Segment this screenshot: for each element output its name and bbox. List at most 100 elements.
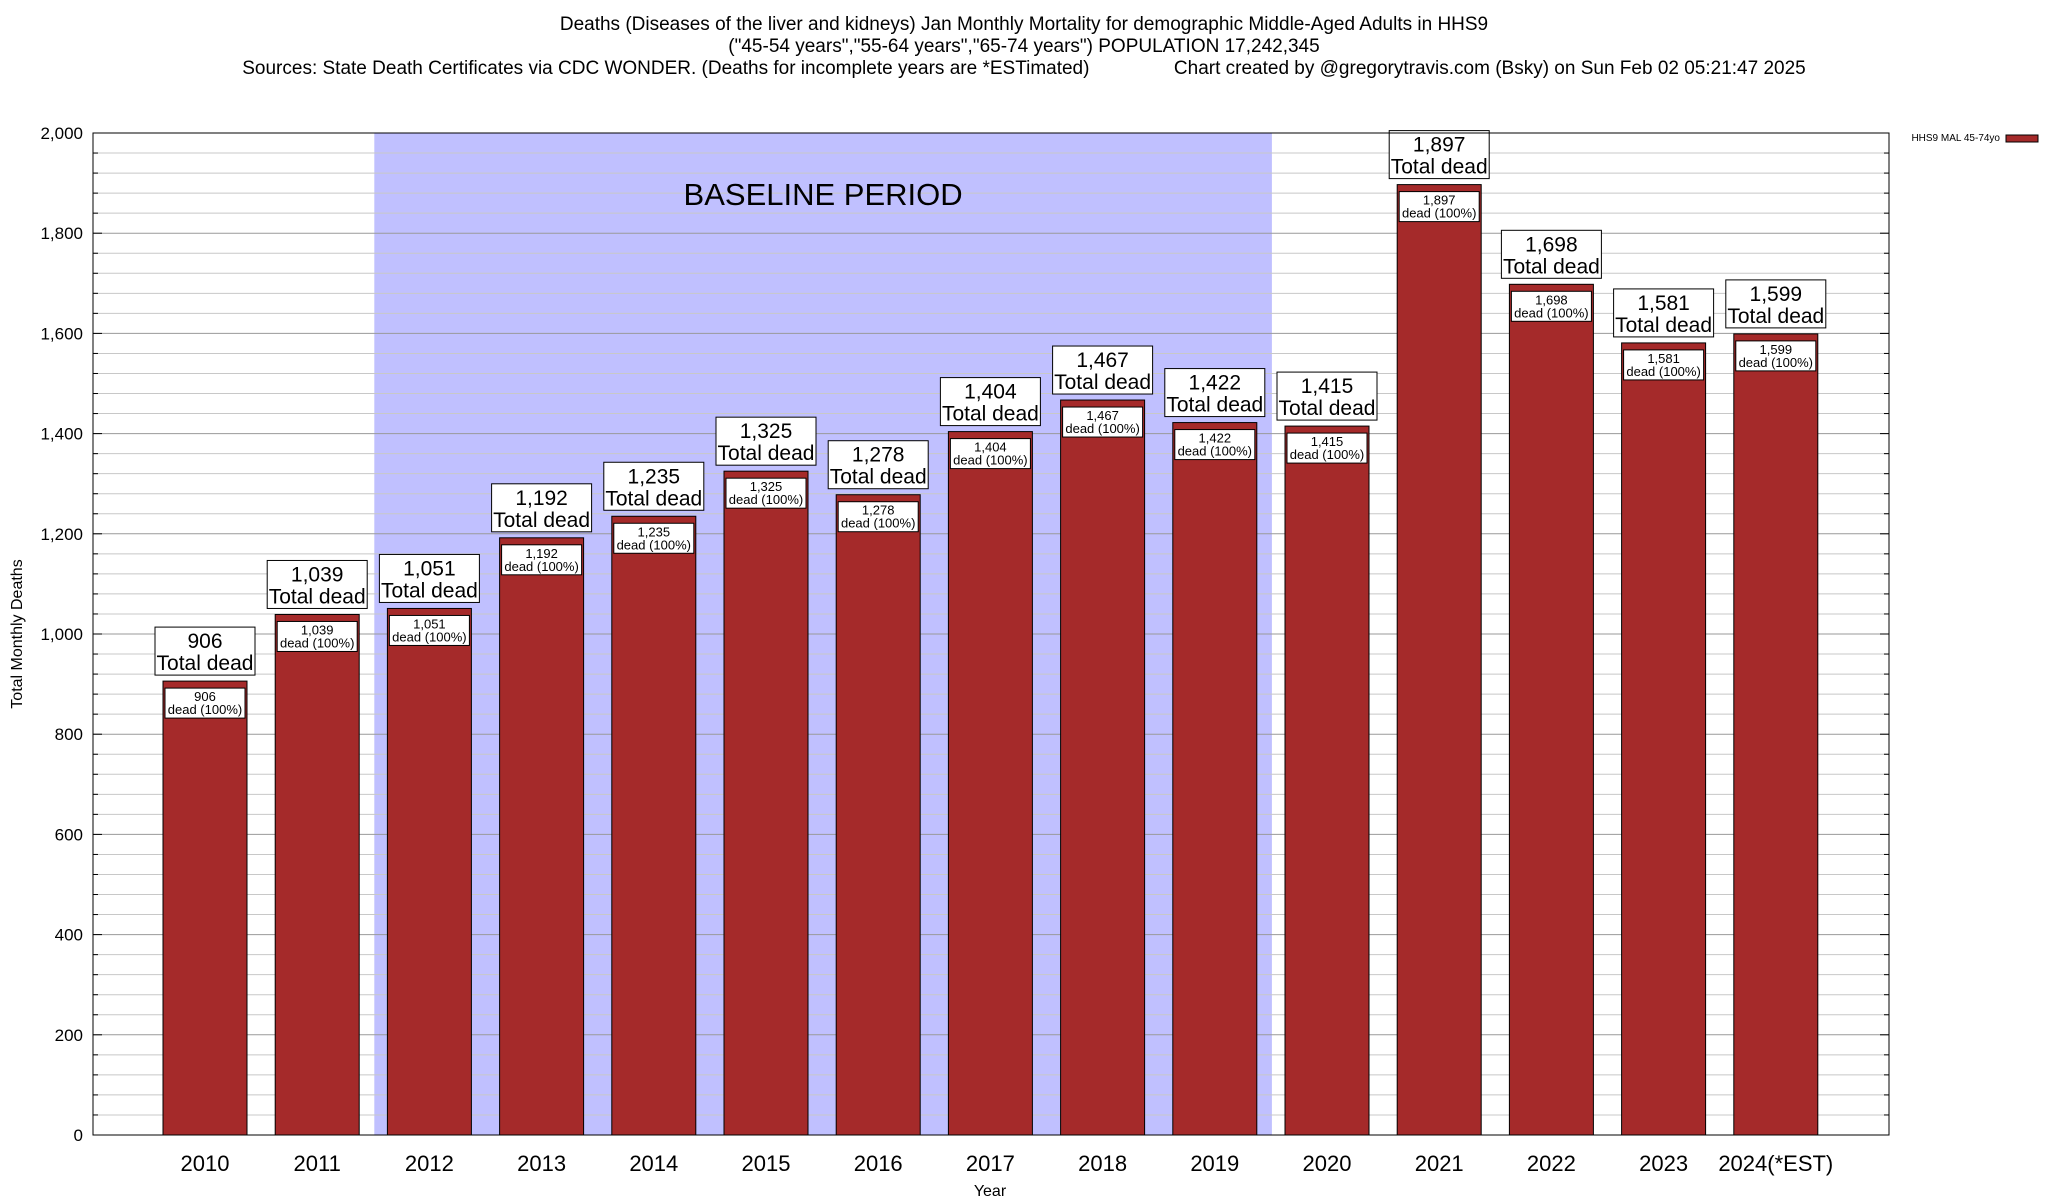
x-tick-label: 2012 xyxy=(405,1151,454,1176)
x-tick-label: 2023 xyxy=(1639,1151,1688,1176)
inner-percent-label: dead (100%) xyxy=(1626,364,1700,379)
total-dead-label: Total dead xyxy=(493,509,590,532)
x-tick-label: 2015 xyxy=(742,1151,791,1176)
total-label-box xyxy=(827,440,929,490)
total-label-box xyxy=(1500,229,1602,279)
y-tick-label: 600 xyxy=(55,825,83,844)
title-line-2: ("45-54 years","55-64 years","65-74 year… xyxy=(728,36,1320,57)
total-label-box xyxy=(378,553,480,603)
inner-label-box xyxy=(1510,290,1592,322)
x-tick-label: 2021 xyxy=(1415,1151,1464,1176)
y-axis-title: Total Monthly Deaths xyxy=(9,559,26,708)
inner-label-box xyxy=(1174,429,1256,461)
inner-percent-label: dead (100%) xyxy=(1178,444,1252,459)
inner-label-box xyxy=(837,501,919,533)
y-tick-label: 200 xyxy=(55,1026,83,1045)
y-tick-label: 1,600 xyxy=(40,324,83,343)
inner-percent-label: dead (100%) xyxy=(1739,355,1813,370)
inner-value-label: 1,467 xyxy=(1086,408,1119,423)
total-label-box xyxy=(939,377,1041,427)
chart-title: Deaths (Diseases of the liver and kidney… xyxy=(0,14,2048,80)
bar xyxy=(1621,342,1707,1136)
inner-value-label: 1,192 xyxy=(525,546,558,561)
inner-label-box xyxy=(1623,349,1705,381)
legend-swatch xyxy=(2005,134,2039,143)
total-dead-label: Total dead xyxy=(381,579,478,602)
total-dead-label: Total dead xyxy=(1503,255,1600,278)
inner-value-label: 1,278 xyxy=(862,503,895,518)
total-value-label: 1,581 xyxy=(1637,292,1690,315)
title-line-1: Deaths (Diseases of the liver and kidney… xyxy=(559,14,1489,35)
inner-label-box xyxy=(276,620,358,652)
inner-percent-label: dead (100%) xyxy=(392,629,466,644)
x-tick-label: 2020 xyxy=(1303,1151,1352,1176)
inner-percent-label: dead (100%) xyxy=(841,516,915,531)
x-tick-label: 2011 xyxy=(294,1151,341,1176)
bar xyxy=(1508,283,1594,1136)
total-label-box xyxy=(603,461,705,511)
inner-value-label: 1,599 xyxy=(1760,342,1793,357)
total-label-box xyxy=(1613,288,1715,338)
bar xyxy=(1733,333,1819,1136)
x-tick-label: 2013 xyxy=(517,1151,566,1176)
total-value-label: 1,698 xyxy=(1525,233,1578,256)
inner-value-label: 1,235 xyxy=(638,524,671,539)
bar xyxy=(1284,425,1370,1136)
bar xyxy=(386,607,472,1136)
bar xyxy=(611,515,697,1136)
x-tick-label: 2017 xyxy=(966,1151,1015,1176)
total-dead-label: Total dead xyxy=(1615,314,1712,337)
inner-percent-label: dead (100%) xyxy=(953,453,1027,468)
inner-label-box xyxy=(388,614,470,646)
total-value-label: 1,039 xyxy=(291,563,344,586)
total-value-label: 1,192 xyxy=(515,487,568,510)
x-axis-title: Year xyxy=(974,1183,1007,1200)
bar xyxy=(1172,422,1258,1136)
bar xyxy=(1396,184,1482,1136)
x-tick-label: 2018 xyxy=(1078,1151,1127,1176)
inner-label-box xyxy=(1062,406,1144,438)
total-label-box xyxy=(1052,345,1154,395)
total-value-label: 1,467 xyxy=(1076,349,1129,372)
total-value-label: 1,599 xyxy=(1750,283,1803,306)
bar xyxy=(499,537,585,1136)
total-label-box xyxy=(491,483,593,533)
inner-value-label: 906 xyxy=(194,689,216,704)
total-dead-label: Total dead xyxy=(718,442,815,465)
total-dead-label: Total dead xyxy=(942,403,1039,426)
x-tick-label: 2019 xyxy=(1190,1151,1239,1176)
inner-value-label: 1,404 xyxy=(974,440,1007,455)
total-label-box xyxy=(715,416,817,466)
inner-label-box xyxy=(949,438,1031,470)
total-dead-label: Total dead xyxy=(1279,397,1376,420)
inner-percent-label: dead (100%) xyxy=(1290,447,1364,462)
total-value-label: 1,278 xyxy=(852,444,905,467)
total-dead-label: Total dead xyxy=(269,585,366,608)
plot-border xyxy=(92,132,1890,1136)
y-tick-label: 0 xyxy=(74,1126,83,1145)
inner-label-box xyxy=(1735,340,1817,372)
y-tick-label: 1,000 xyxy=(40,625,83,644)
total-label-box xyxy=(1164,368,1266,418)
bar xyxy=(1060,399,1146,1136)
bar xyxy=(162,680,248,1136)
inner-label-box xyxy=(1398,191,1480,223)
bar xyxy=(835,494,921,1136)
inner-label-box xyxy=(1286,432,1368,464)
inner-label-box xyxy=(613,522,695,554)
x-tick-label: 2024(*EST) xyxy=(1718,1151,1833,1176)
total-value-label: 1,404 xyxy=(964,381,1017,404)
inner-value-label: 1,422 xyxy=(1199,431,1232,446)
total-value-label: 1,422 xyxy=(1189,372,1242,395)
total-label-box xyxy=(1276,371,1378,421)
bar xyxy=(274,613,360,1136)
y-tick-label: 2,000 xyxy=(40,124,83,143)
baseline-period-label: BASELINE PERIOD xyxy=(684,177,963,212)
total-value-label: 1,235 xyxy=(628,465,681,488)
y-tick-label: 400 xyxy=(55,926,83,945)
y-tick-label: 1,200 xyxy=(40,525,83,544)
inner-percent-label: dead (100%) xyxy=(1065,421,1139,436)
inner-value-label: 1,051 xyxy=(413,616,446,631)
inner-percent-label: dead (100%) xyxy=(168,702,242,717)
